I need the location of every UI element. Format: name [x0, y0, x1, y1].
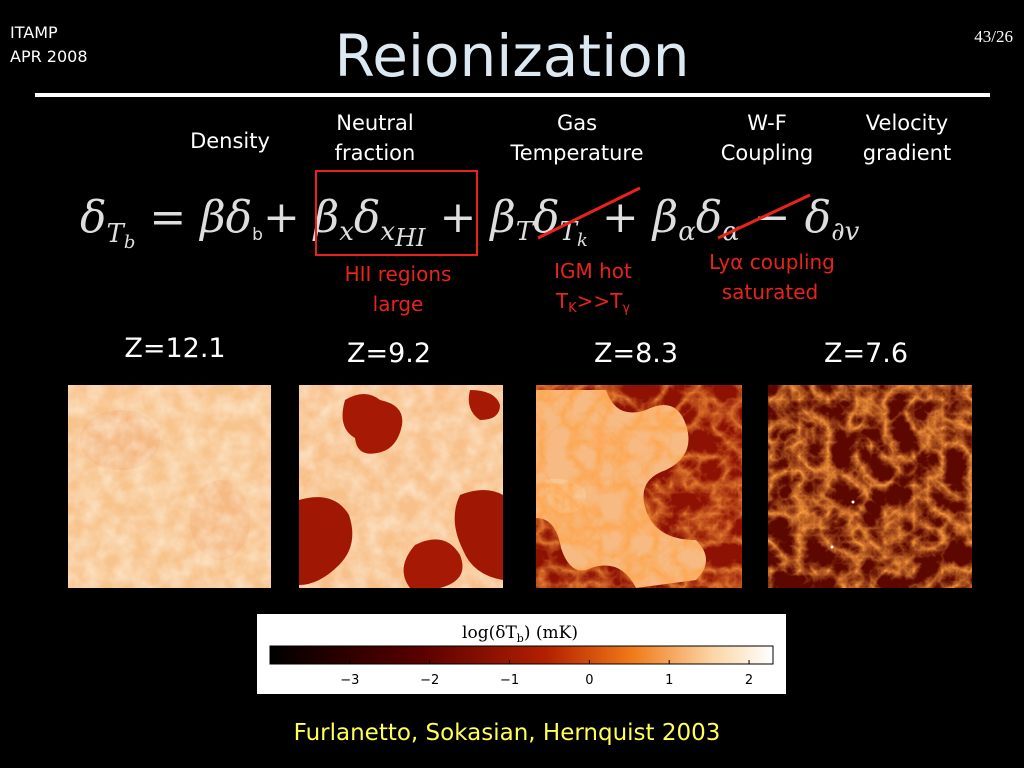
- eq-term: = βδ: [135, 192, 252, 243]
- redshift-label: Z=12.1: [124, 333, 225, 364]
- page-number: 43/26: [974, 27, 1013, 46]
- strike-line: [537, 186, 641, 240]
- colorbar-label: log(δTb) (mK): [462, 623, 578, 645]
- panel: [768, 385, 972, 588]
- colorbar-label-sub: b: [517, 632, 524, 645]
- colorbar-label-part: ) (mK): [524, 623, 578, 643]
- term-label: Coupling: [721, 141, 813, 165]
- equation: δTb = βδb+ βxδxHI + βTδTk + βαδα − δ∂v: [80, 192, 860, 253]
- redshift-label: Z=7.6: [824, 338, 908, 369]
- eq-term: δ: [354, 192, 381, 243]
- eq-sub: x: [339, 217, 354, 247]
- term-label: Temperature: [509, 141, 643, 165]
- colorbar-tick-label: −3: [340, 673, 359, 688]
- eq-sub: x: [380, 217, 395, 247]
- annotation: IGM hot: [554, 259, 632, 283]
- slide-title: Reionization: [335, 22, 690, 90]
- redshift-label: Z=9.2: [347, 338, 431, 369]
- term-label: Density: [190, 129, 270, 153]
- colorbar-tick-label: −2: [420, 673, 439, 688]
- panel: [68, 385, 271, 588]
- strike-line: [717, 193, 811, 240]
- annotation: TK>>Tγ: [555, 289, 630, 316]
- eq-sub: k: [577, 230, 588, 251]
- colorbar-tick-label: 1: [665, 673, 673, 688]
- eq-sub: α: [678, 217, 696, 247]
- eq-term: − δ: [740, 192, 831, 243]
- eq-sub: ∂v: [831, 217, 859, 247]
- eq-term: δ: [696, 192, 723, 243]
- venue: ITAMP: [10, 23, 58, 42]
- eq-sub: T: [107, 219, 126, 249]
- eq-sub: T: [516, 217, 535, 247]
- annotation-part: >>T: [577, 289, 624, 313]
- eq-sub: b: [252, 225, 263, 245]
- eq-sub: HI: [394, 224, 426, 252]
- highlight-box: [315, 170, 478, 256]
- term-label: W-F: [747, 111, 787, 135]
- eq-term: + β: [263, 192, 339, 243]
- annotation: large: [373, 292, 424, 316]
- annotation: HII regions: [345, 262, 452, 286]
- eq-term: + β: [588, 192, 678, 243]
- citation: Furlanetto, Sokasian, Hernquist 2003: [294, 720, 721, 746]
- annotation: Lyα coupling: [709, 250, 835, 274]
- annotation: saturated: [722, 280, 819, 304]
- annotation-sub: γ: [622, 301, 630, 316]
- redshift-label: Z=8.3: [594, 338, 678, 369]
- term-label: Neutral: [336, 111, 414, 135]
- term-label: gradient: [863, 141, 951, 165]
- colorbar-label-part: log(δT: [462, 623, 517, 643]
- colorbar-tick-label: −1: [500, 673, 519, 688]
- term-label: fraction: [335, 141, 416, 165]
- term-label: Velocity: [866, 111, 948, 135]
- colorbar-tick-label: 0: [585, 673, 593, 688]
- colorbar-ticks: −3 −2 −1 0 1 2: [340, 660, 753, 688]
- colorbar-tick-label: 2: [745, 673, 753, 688]
- eq-sub: b: [124, 232, 136, 253]
- annotation-part: T: [555, 289, 569, 313]
- eq-term: δ: [80, 192, 107, 243]
- eq-term: + β: [426, 192, 516, 243]
- annotation-sub: K: [568, 301, 577, 316]
- panel: [536, 385, 742, 588]
- panel: [299, 385, 503, 588]
- venue-date: APR 2008: [10, 47, 88, 66]
- term-label: Gas: [557, 111, 597, 135]
- colorbar: [269, 645, 774, 665]
